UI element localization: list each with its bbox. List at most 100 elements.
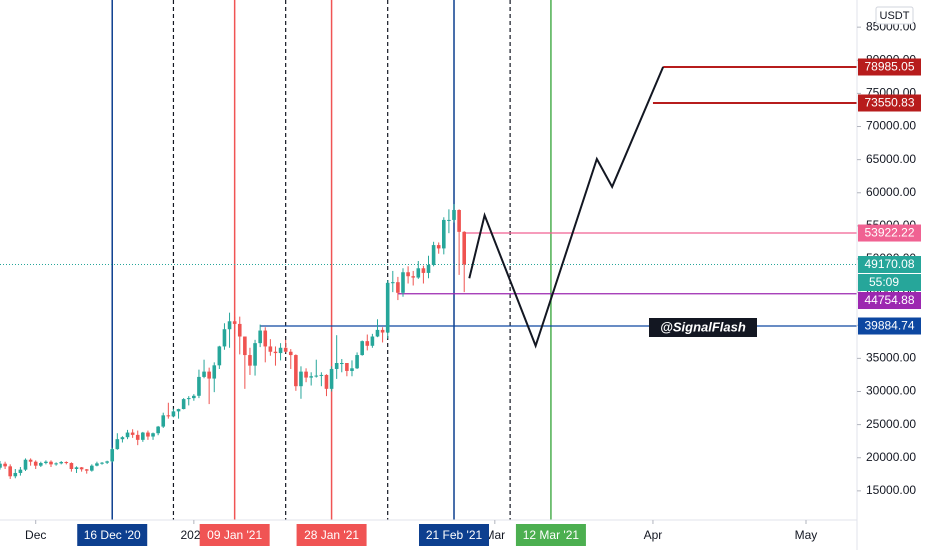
- candle-body: [380, 329, 385, 333]
- candle-body: [217, 346, 222, 366]
- candle-body: [120, 437, 125, 440]
- candle-body: [431, 245, 436, 265]
- candle-body: [288, 351, 293, 356]
- candle-body: [69, 463, 74, 469]
- date-tag-label: 21 Feb '21: [426, 528, 483, 542]
- date-tag: [199, 524, 270, 546]
- candle-body: [406, 272, 410, 277]
- candle-body: [74, 467, 79, 469]
- x-tick-label: Dec: [25, 528, 46, 542]
- candle-body: [273, 351, 278, 354]
- candle-body: [84, 469, 89, 471]
- candle-body: [345, 363, 349, 371]
- candle-body: [385, 282, 390, 333]
- price-tag-label: 49170.08: [864, 257, 914, 271]
- price-tag-label: 53922.22: [864, 226, 914, 240]
- candle-body: [207, 371, 211, 379]
- candle-body: [350, 368, 354, 371]
- candle-body: [54, 463, 58, 465]
- price-tag: [858, 256, 921, 274]
- price-tag-label: 73550.83: [864, 96, 914, 110]
- candle-body: [100, 462, 104, 464]
- candle-body: [110, 449, 115, 462]
- date-tag: [515, 524, 586, 546]
- price-tag-label: 39884.74: [864, 319, 914, 333]
- candle-body: [283, 347, 288, 352]
- date-tag-label: 16 Dec '20: [84, 528, 141, 542]
- candle-body: [334, 363, 339, 369]
- price-tag: [858, 224, 921, 242]
- candle-body: [370, 336, 375, 346]
- candle-body: [253, 343, 257, 366]
- candle-body: [64, 462, 69, 464]
- candle-body: [452, 209, 456, 220]
- y-tick-label: 35000.00: [866, 351, 916, 365]
- candle-body: [416, 268, 421, 278]
- candle-body: [141, 432, 145, 440]
- date-tag: [296, 524, 367, 546]
- date-tag-label: 12 Mar '21: [523, 528, 580, 542]
- candle-body: [462, 231, 467, 265]
- candle-body: [202, 371, 206, 377]
- candle-body: [360, 341, 364, 356]
- candle-body: [13, 472, 18, 477]
- candle-body: [33, 461, 38, 466]
- date-tag: [77, 524, 148, 546]
- candle-body: [90, 465, 94, 471]
- candle-body: [222, 329, 227, 347]
- candle-body: [212, 365, 217, 379]
- candle-body: [411, 276, 415, 278]
- x-tick-label: Apr: [644, 528, 663, 542]
- candle-body: [192, 395, 196, 399]
- currency-box: [875, 6, 914, 25]
- candle-body: [8, 466, 13, 477]
- candle-body: [447, 219, 451, 221]
- candle-body: [39, 463, 43, 466]
- candle-body: [197, 376, 201, 396]
- candle-body: [49, 461, 53, 465]
- candle-body: [28, 459, 33, 462]
- candle-body: [130, 432, 135, 435]
- price-tag: [858, 317, 921, 335]
- candle-body: [171, 411, 176, 417]
- candle-body: [248, 355, 252, 366]
- countdown-tag: [858, 274, 921, 292]
- candle-body: [176, 409, 181, 412]
- watermark: @SignalFlash: [660, 319, 746, 334]
- candle-body: [401, 272, 405, 293]
- candle-body: [365, 341, 370, 346]
- candle-body: [115, 439, 120, 450]
- candle-body: [186, 398, 191, 400]
- candle-body: [304, 371, 308, 378]
- candle-body: [23, 459, 28, 470]
- price-tag: [858, 292, 921, 310]
- watermark-box: [649, 318, 757, 337]
- candle-body: [44, 461, 48, 464]
- candle-body: [319, 374, 324, 376]
- date-tag-label: 09 Jan '21: [207, 528, 262, 542]
- candle-body: [436, 245, 441, 249]
- candle-body: [105, 461, 109, 463]
- candle-body: [146, 432, 150, 437]
- date-tag-label: 28 Jan '21: [304, 528, 359, 542]
- candle-body: [18, 469, 23, 473]
- candle-body: [227, 321, 232, 330]
- candle-body: [0, 463, 2, 468]
- candle-body: [426, 264, 431, 273]
- candle-body: [314, 375, 319, 377]
- candle-body: [442, 219, 446, 249]
- currency-label: USDT: [880, 10, 910, 22]
- candle-body: [268, 346, 273, 352]
- candle-body: [232, 321, 237, 324]
- candle-body: [309, 376, 313, 378]
- candle-body: [181, 399, 186, 410]
- y-tick-label: 20000.00: [866, 450, 916, 464]
- candle-body: [135, 434, 140, 440]
- candle-body: [355, 355, 359, 369]
- candle-body: [3, 463, 7, 467]
- candle-body: [457, 209, 461, 232]
- candle-body: [421, 268, 426, 273]
- x-tick-label: Mar: [484, 528, 505, 542]
- candle-body: [294, 355, 298, 387]
- y-tick-label: 65000.00: [866, 152, 916, 166]
